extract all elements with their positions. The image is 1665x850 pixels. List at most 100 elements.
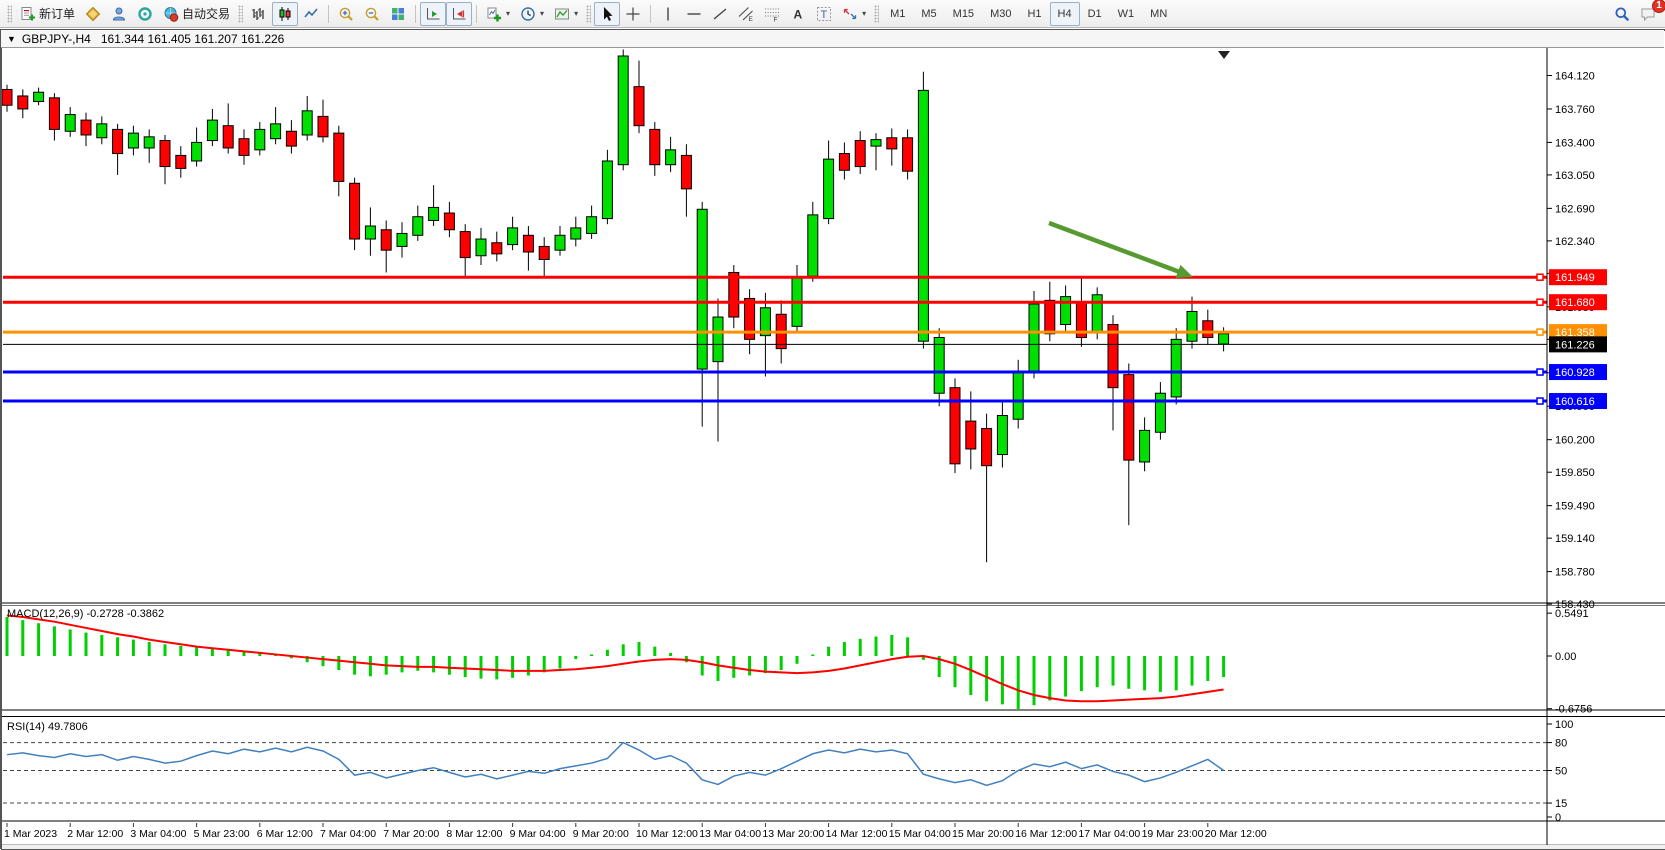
macd-histogram-bar bbox=[985, 656, 989, 702]
algo-trading-button[interactable]: 自动交易 bbox=[158, 2, 235, 26]
fibonacci-button[interactable]: F bbox=[759, 2, 785, 26]
market-watch-button[interactable] bbox=[80, 2, 106, 26]
search-button[interactable] bbox=[1609, 2, 1635, 26]
chart-shift-button[interactable] bbox=[446, 1, 473, 26]
periods-button[interactable]: ▾ bbox=[515, 2, 549, 26]
trendline-button[interactable] bbox=[707, 2, 733, 26]
navigator-button[interactable] bbox=[106, 2, 132, 26]
line-anchor-handle[interactable] bbox=[1536, 397, 1544, 405]
macd-axis-label: 0.5491 bbox=[1555, 608, 1589, 620]
tf-w1-button[interactable]: W1 bbox=[1110, 2, 1143, 26]
dropdown-arrow-icon[interactable]: ▾ bbox=[862, 9, 867, 18]
macd-histogram-bar bbox=[574, 656, 578, 660]
line-anchor-handle[interactable] bbox=[1536, 298, 1544, 306]
hline-icon bbox=[686, 6, 702, 22]
signals-button[interactable] bbox=[132, 2, 158, 26]
candle-body bbox=[301, 110, 313, 136]
vertical-line-button[interactable] bbox=[655, 2, 681, 26]
candle-body bbox=[143, 136, 155, 149]
tf-mn-button[interactable]: MN bbox=[1142, 2, 1175, 26]
channel-icon: E bbox=[738, 6, 754, 22]
price-badge bbox=[1549, 364, 1607, 381]
macd-name: MACD(12,26,9) bbox=[7, 608, 84, 620]
svg-text:T: T bbox=[821, 9, 828, 21]
macd-histogram-bar bbox=[432, 656, 436, 673]
tf-m5-button[interactable]: M5 bbox=[913, 2, 944, 26]
new-chart-button[interactable]: ▾ bbox=[481, 2, 515, 26]
toolbar-separator bbox=[328, 4, 330, 23]
macd-histogram-bar bbox=[1174, 656, 1178, 691]
price-badge bbox=[1549, 336, 1607, 353]
candle-body bbox=[222, 125, 234, 149]
price-axis-label: 158.430 bbox=[1555, 599, 1595, 611]
chat-button[interactable]: 1 bbox=[1635, 0, 1665, 26]
candle-body bbox=[1218, 333, 1230, 345]
macd-histogram-bar bbox=[921, 656, 925, 660]
tile-windows-button[interactable] bbox=[385, 2, 411, 26]
candle-body bbox=[333, 132, 345, 182]
tf-m30-button[interactable]: M30 bbox=[982, 2, 1019, 26]
candle-body bbox=[870, 139, 882, 147]
candle-body bbox=[838, 153, 850, 171]
candle-body bbox=[475, 238, 487, 257]
trend-arrow-head[interactable] bbox=[1175, 264, 1193, 278]
macd-histogram-bar bbox=[131, 639, 135, 656]
line-chart-button[interactable] bbox=[298, 2, 324, 26]
macd-signal-line bbox=[6, 614, 1224, 703]
text-button[interactable]: A bbox=[785, 2, 811, 26]
line-anchor-handle[interactable] bbox=[1536, 328, 1544, 336]
crosshair-button[interactable] bbox=[620, 2, 646, 26]
tf-d1-button[interactable]: D1 bbox=[1080, 2, 1110, 26]
macd-histogram-bar bbox=[84, 632, 88, 656]
rsi-axis-label: 0 bbox=[1555, 812, 1561, 824]
candle-body bbox=[48, 97, 60, 130]
trend-arrow-line[interactable] bbox=[1048, 220, 1185, 276]
tf-m5-button-label: M5 bbox=[921, 7, 937, 20]
candle-body bbox=[396, 232, 408, 247]
dropdown-arrow-icon[interactable]: ▾ bbox=[506, 9, 511, 18]
price-badge-label: 160.928 bbox=[1555, 367, 1595, 379]
collapse-icon[interactable]: ▼ bbox=[7, 33, 16, 44]
zoom-in-button[interactable] bbox=[333, 2, 359, 26]
tf-m15-button[interactable]: M15 bbox=[945, 2, 982, 26]
svg-text:A: A bbox=[794, 7, 803, 21]
time-axis-label: 7 Mar 20:00 bbox=[383, 828, 439, 840]
macd-axis-label: 0.00 bbox=[1555, 651, 1576, 663]
candle-body bbox=[996, 415, 1008, 456]
tf-m1-button[interactable]: M1 bbox=[882, 2, 913, 26]
label-button[interactable]: T bbox=[811, 2, 837, 26]
toolbar-separator bbox=[415, 4, 417, 23]
chart-ohlc-values: 161.344 161.405 161.207 161.226 bbox=[100, 31, 285, 46]
svg-text:F: F bbox=[774, 16, 778, 22]
macd-histogram-bar bbox=[542, 656, 546, 673]
tf-h1-button[interactable]: H1 bbox=[1019, 2, 1049, 26]
macd-histogram-bar bbox=[37, 623, 41, 656]
candle-body bbox=[633, 86, 645, 127]
notification-badge[interactable]: 1 bbox=[1652, 0, 1665, 13]
line-anchor-handle[interactable] bbox=[1536, 273, 1544, 281]
auto-scroll-button[interactable] bbox=[420, 1, 447, 26]
zoom-out-button[interactable] bbox=[359, 2, 385, 26]
bars-chart-button[interactable] bbox=[246, 2, 272, 26]
macd-histogram-bar bbox=[1222, 656, 1226, 678]
cursor-button[interactable] bbox=[594, 1, 621, 26]
candles-chart-button[interactable] bbox=[272, 1, 299, 26]
time-axis-label: 16 Mar 12:00 bbox=[1015, 828, 1077, 840]
template-icon bbox=[554, 6, 570, 22]
line-anchor-handle[interactable] bbox=[1536, 368, 1544, 376]
tf-h4-button[interactable]: H4 bbox=[1049, 1, 1080, 26]
dropdown-arrow-icon[interactable]: ▾ bbox=[540, 9, 545, 18]
dropdown-arrow-icon[interactable]: ▾ bbox=[574, 9, 579, 18]
horizontal-line-button[interactable] bbox=[681, 2, 707, 26]
macd-histogram-bar bbox=[637, 641, 641, 656]
candle-body bbox=[601, 160, 613, 220]
templates-button[interactable]: ▾ bbox=[549, 2, 583, 26]
bars-icon bbox=[251, 6, 267, 22]
time-axis-label: 13 Mar 20:00 bbox=[762, 828, 824, 840]
macd-histogram-bar bbox=[511, 656, 515, 678]
price-chart[interactable]: 0.54910.00-0.67561008050150164.470164.12… bbox=[1, 30, 1665, 850]
channel-button[interactable]: E bbox=[733, 2, 759, 26]
arrows-button[interactable]: ▾ bbox=[837, 2, 871, 26]
new-order-button[interactable]: 新订单 bbox=[15, 2, 80, 26]
macd-histogram-bar bbox=[147, 641, 151, 656]
